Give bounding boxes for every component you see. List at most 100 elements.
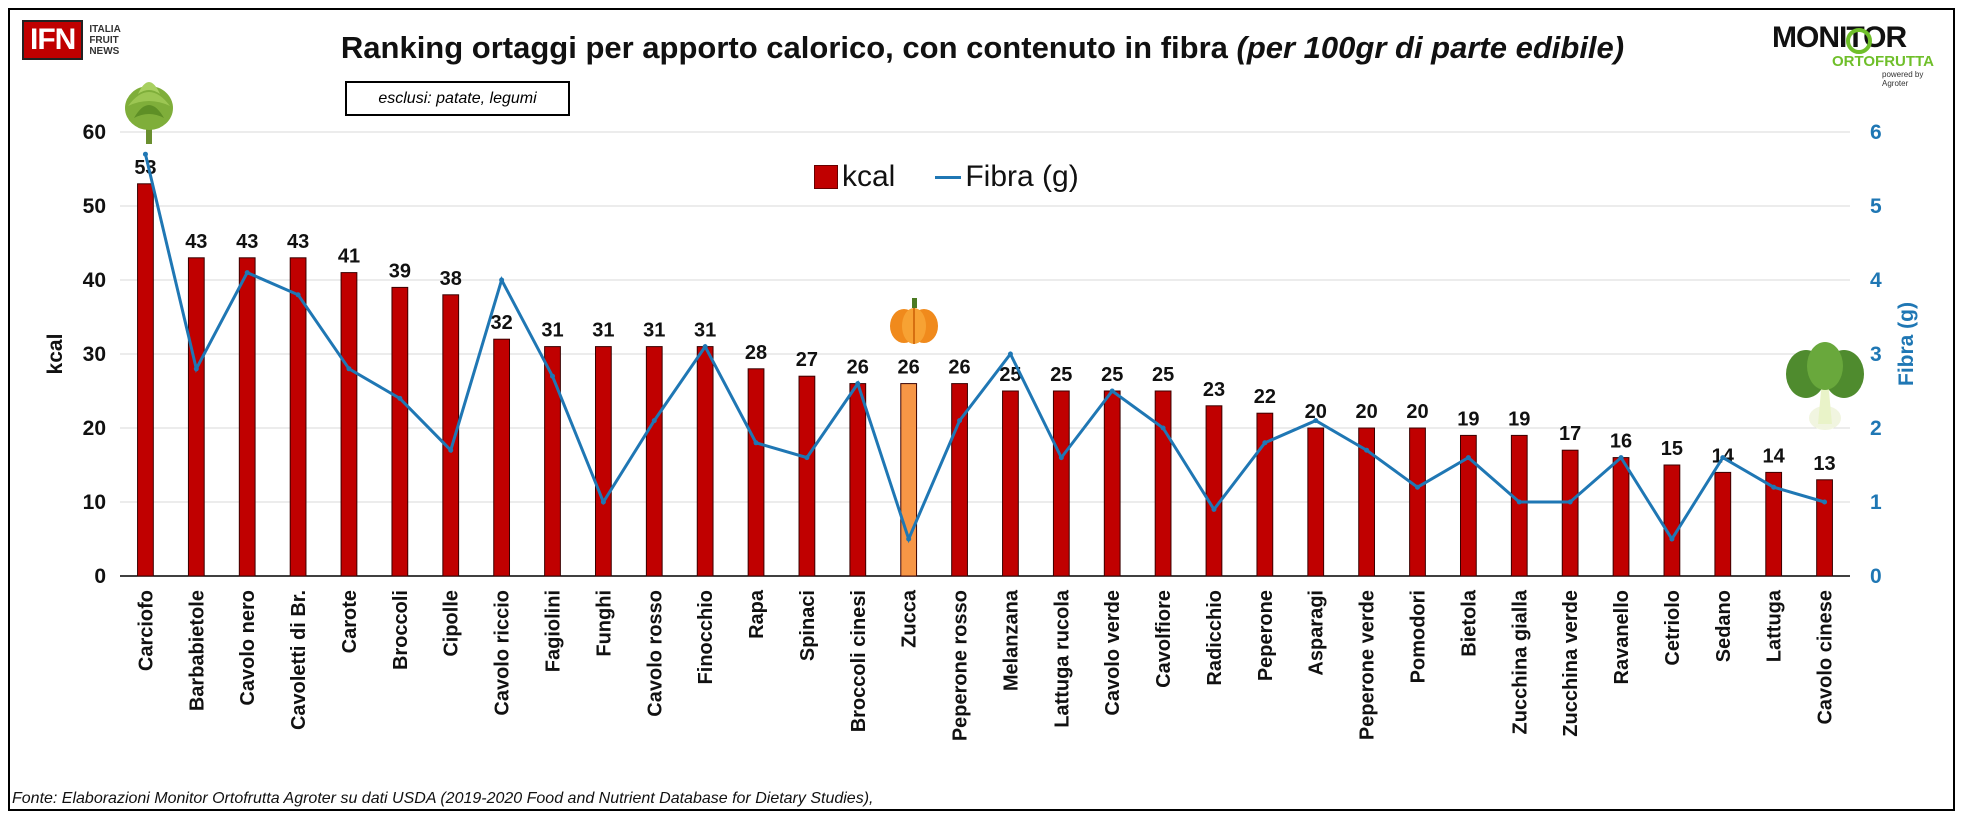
bar — [544, 346, 561, 577]
y-tick-label: 40 — [83, 269, 106, 292]
fibre-point — [600, 499, 606, 505]
category-label: Fagiolini — [543, 590, 565, 672]
category-label: Cavolo nero — [237, 590, 259, 706]
bar — [1409, 427, 1426, 577]
y2-tick-label: 0 — [1870, 565, 1882, 588]
bar — [187, 257, 205, 577]
bar — [137, 183, 154, 577]
data-label: 20 — [1406, 401, 1428, 423]
y2-axis-title: Fibra (g) — [1895, 302, 1918, 386]
bar — [1103, 390, 1121, 577]
fibre-point — [1313, 418, 1319, 424]
monitor-logo-sub: ORTOFRUTTA — [1832, 53, 1934, 70]
category-label: Cavolo cinese — [1815, 590, 1837, 725]
fibre-point — [142, 151, 148, 157]
category-label: Rapa — [746, 589, 768, 639]
bar — [340, 272, 358, 577]
category-label: Zucchina gialla — [1509, 589, 1531, 734]
category-label: Zucca — [899, 589, 921, 648]
bok-choy-icon — [1786, 342, 1864, 430]
fibre-point — [1516, 499, 1522, 505]
fibre-point — [804, 455, 810, 461]
artichoke-icon — [125, 82, 173, 144]
y-tick-label: 50 — [83, 195, 106, 218]
fibre-point — [1567, 499, 1573, 505]
magnifier-icon — [1846, 28, 1872, 54]
y2-tick-label: 2 — [1870, 417, 1882, 440]
data-label: 14 — [1763, 445, 1786, 467]
legend-fibra-label: Fibra (g) — [965, 160, 1079, 193]
category-label: Cavolo riccio — [492, 590, 514, 716]
data-label: 23 — [1203, 379, 1225, 401]
category-label: Bietola — [1458, 589, 1480, 657]
bar — [1459, 434, 1477, 577]
bar — [1154, 390, 1172, 577]
fibre-point — [244, 270, 250, 276]
fibre-point — [1058, 455, 1064, 461]
category-label: Carote — [339, 590, 361, 653]
monitor-logo-word: MONITOR — [1772, 21, 1907, 54]
bar — [1561, 449, 1579, 577]
fibre-point — [1262, 440, 1268, 446]
data-label: 32 — [490, 312, 512, 334]
category-label: Lattuga — [1764, 589, 1786, 662]
category-label: Cavolfiore — [1153, 590, 1175, 688]
legend-kcal-label: kcal — [842, 160, 896, 193]
bar — [238, 257, 256, 577]
y-tick-label: 10 — [83, 491, 106, 514]
fibre-point — [448, 447, 454, 453]
category-label: Ravanello — [1611, 590, 1633, 684]
data-label: 25 — [999, 364, 1021, 386]
data-label: 43 — [287, 231, 309, 253]
category-label: Spinaci — [797, 590, 819, 661]
category-label: Cavoletti di Br. — [288, 590, 310, 730]
category-label: Melanzana — [1000, 589, 1022, 691]
data-label: 31 — [643, 320, 665, 342]
category-label: Asparagi — [1306, 590, 1328, 676]
fibre-point — [957, 418, 963, 424]
data-label: 43 — [236, 231, 258, 253]
y-tick-label: 20 — [83, 417, 106, 440]
chart-title: Ranking ortaggi per apporto calorico, co… — [0, 30, 1965, 66]
exclusion-note: esclusi: patate, legumi — [345, 81, 570, 116]
category-label: Peperone — [1255, 590, 1277, 681]
category-label: Cetriolo — [1662, 590, 1684, 666]
bar — [1816, 479, 1833, 577]
fibre-point — [906, 536, 912, 542]
legend-fibra-swatch — [935, 166, 962, 188]
y2-tick-label: 5 — [1870, 195, 1882, 218]
bar — [442, 294, 460, 577]
chart-title-main: Ranking ortaggi per apporto calorico, co… — [340, 30, 1237, 65]
data-label: 20 — [1355, 401, 1377, 423]
fibre-point — [499, 277, 505, 283]
category-label: Finocchio — [695, 590, 717, 684]
data-label: 17 — [1559, 423, 1581, 445]
category-label: Carciofo — [135, 590, 157, 671]
bar — [1765, 471, 1783, 577]
bar — [391, 286, 409, 577]
fibre-point — [193, 366, 199, 372]
bar — [900, 383, 918, 577]
fibre-point — [397, 395, 403, 401]
chart-legend: kcal Fibra (g) — [814, 160, 1079, 194]
ifn-logo: IFN ITALIA FRUIT NEWS — [22, 20, 121, 60]
y2-tick-label: 1 — [1870, 491, 1882, 514]
bar — [1612, 457, 1630, 577]
ifn-logo-mark: IFN — [22, 20, 84, 60]
category-label: Broccoli cinesi — [848, 590, 870, 732]
data-label: 27 — [796, 349, 818, 371]
fibre-point — [1771, 484, 1777, 490]
data-label: 19 — [1457, 408, 1479, 430]
monitor-logo-by: powered by Agroter — [1882, 70, 1924, 88]
category-label: Barbabietole — [186, 590, 208, 711]
chart-title-italic: (per 100gr di parte edibile) — [1236, 30, 1625, 65]
bar — [645, 346, 663, 577]
fibre-point — [1415, 484, 1420, 490]
data-label: 28 — [745, 342, 767, 364]
bar — [1714, 471, 1732, 577]
data-label: 19 — [1508, 408, 1530, 430]
bar — [1052, 390, 1070, 577]
ifn-logo-text: ITALIA FRUIT NEWS — [89, 24, 120, 57]
data-label: 25 — [1050, 364, 1072, 386]
data-label: 31 — [694, 320, 716, 342]
